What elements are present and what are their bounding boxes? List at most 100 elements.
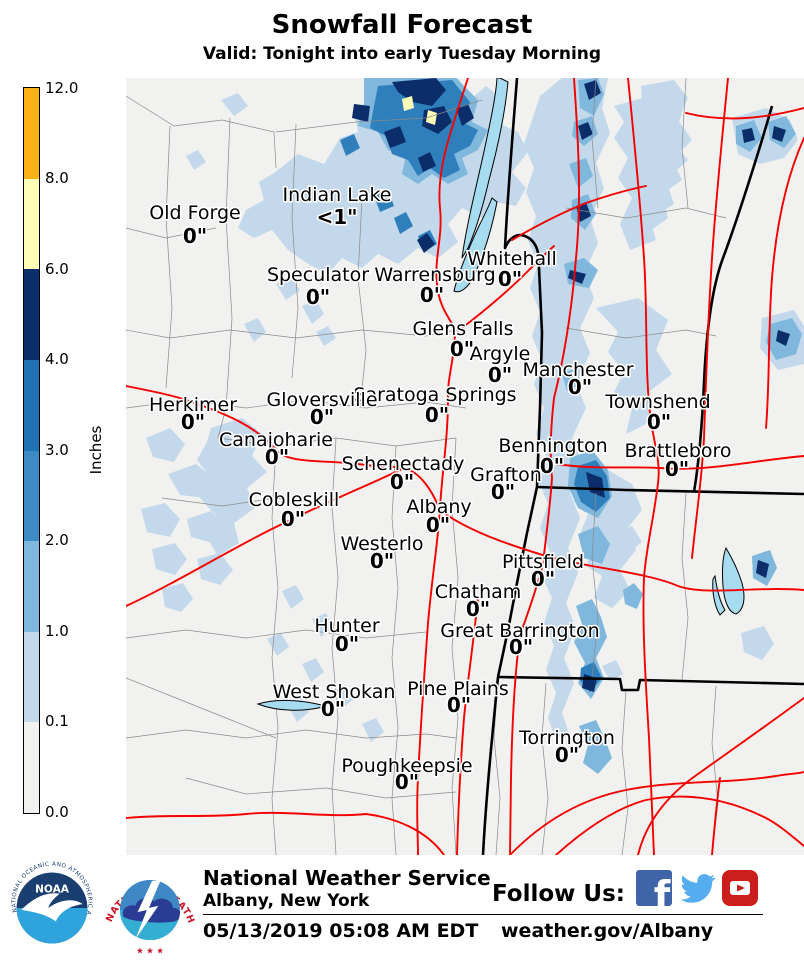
legend-tick: 2.0 — [45, 531, 69, 549]
city-value: 0" — [447, 693, 471, 717]
noaa-logo: NATIONAL OCEANIC AND ATMOSPHERIC ADMINIS… — [4, 860, 99, 955]
city-value: 0" — [395, 770, 419, 794]
nh-road-ns — [691, 78, 729, 559]
taconic-parkway — [456, 597, 479, 855]
route7-berkshires — [509, 78, 581, 855]
city-name: Torrington — [518, 727, 615, 749]
snow-medium2-shading — [340, 80, 610, 692]
city-name: Westerlo — [340, 533, 423, 555]
legend-segment — [24, 359, 39, 451]
nws-logo: NATIONAL WEATHER SERVICE ★ ★ ★ — [98, 858, 200, 960]
city-name: Brattleboro — [624, 440, 731, 462]
city-value: 0" — [491, 480, 515, 504]
city-value: 0" — [665, 457, 689, 481]
highways — [126, 78, 804, 855]
whitehall-road — [511, 185, 647, 241]
city-value: 0" — [420, 283, 444, 307]
reservoir-west — [712, 574, 726, 616]
city-value: 0" — [466, 597, 490, 621]
noaa-wordmark: NOAA — [35, 884, 70, 896]
city-name: Pine Plains — [407, 678, 509, 700]
footer-divider — [203, 914, 763, 915]
twitter-icon — [680, 874, 716, 903]
ct-road-3 — [555, 795, 804, 855]
city-name: Glens Falls — [413, 318, 514, 340]
nws-stars: ★ ★ ★ — [136, 946, 164, 956]
city-name: Grafton — [470, 464, 542, 486]
city-value: 0" — [488, 363, 512, 387]
city-name: Pittsfield — [502, 551, 584, 573]
city-name: Canajoharie — [219, 429, 333, 451]
city-value: 0" — [425, 403, 449, 427]
city-name: Albany — [406, 496, 471, 518]
snow-yellow-shading — [402, 96, 437, 125]
vt-road-top — [685, 107, 804, 120]
ny-ct-border — [481, 676, 500, 855]
legend-segment — [24, 88, 39, 179]
city-value: 0" — [568, 375, 592, 399]
city-name: West Shokan — [273, 681, 396, 703]
title-bar: Snowfall Forecast Valid: Tonight into ea… — [0, 0, 804, 64]
city-name: Indian Lake — [283, 184, 392, 206]
website-url: weather.gov/Albany — [501, 920, 714, 942]
city-value: 0" — [370, 549, 394, 573]
i88 — [126, 467, 405, 607]
ny-vt-border — [503, 78, 544, 488]
i84 — [126, 811, 445, 855]
legend-segment — [24, 722, 39, 813]
ct-road-4 — [711, 777, 721, 855]
legend-tick: 8.0 — [45, 169, 69, 187]
noaa-seagull-icon — [21, 893, 83, 922]
city-name: Hunter — [314, 615, 380, 637]
city-name: Saratoga Springs — [353, 384, 516, 406]
city-name: Bennington — [498, 435, 607, 457]
nws-org-name: National Weather Service — [203, 866, 491, 890]
city-value: 0" — [181, 410, 205, 434]
follow-us-label: Follow Us: — [492, 881, 625, 907]
ct-road-2 — [637, 697, 804, 855]
city-name: Old Forge — [149, 202, 240, 224]
city-value: 0" — [540, 454, 564, 478]
city-name: Cobleskill — [249, 489, 340, 511]
city-name: Speculator — [267, 264, 369, 286]
legend-axis-label: Inches — [87, 425, 105, 475]
lake-george — [461, 78, 509, 259]
quabbin-reservoir — [721, 546, 745, 615]
vt-ma-border — [536, 485, 804, 496]
legend-segment — [24, 450, 39, 542]
city-name: Argyle — [470, 343, 531, 365]
ct-road-1 — [509, 771, 804, 855]
i91 — [627, 78, 660, 855]
ma-ct-border — [497, 675, 804, 692]
vt-nh-border — [692, 105, 774, 493]
legend-tick: 6.0 — [45, 260, 69, 278]
svg-text:f: f — [654, 873, 671, 908]
city-name: Schenectady — [342, 453, 465, 475]
legend-tick: 0.0 — [45, 803, 69, 821]
nws-lightning-icon — [135, 880, 161, 940]
city-value: 0" — [390, 470, 414, 494]
city-value: 0" — [310, 405, 334, 429]
ny-ma-border — [496, 486, 539, 678]
legend-tick: 0.1 — [45, 712, 69, 730]
ashokan-reservoir — [256, 699, 328, 711]
city-name: Gloversville — [266, 389, 377, 411]
nws-office-name: Albany, New York — [203, 891, 370, 911]
city-name: Townshend — [604, 391, 710, 413]
city-value: 0" — [531, 567, 555, 591]
glensfalls-whitehall-road — [454, 245, 555, 334]
legend-segment — [24, 178, 39, 270]
legend-tick: 3.0 — [45, 441, 69, 459]
i90-mass-pike — [439, 509, 804, 592]
footer: NATIONAL OCEANIC AND ATMOSPHERIC ADMINIS… — [0, 855, 804, 980]
city-value: 0" — [306, 285, 330, 309]
legend-segment — [24, 631, 39, 723]
city-name: Warrensburg — [374, 264, 495, 286]
city-name: Whitehall — [467, 248, 557, 270]
youtube-icon — [722, 870, 758, 906]
city-value: 0" — [321, 697, 345, 721]
legend-tick: 4.0 — [45, 350, 69, 368]
city-value: 0" — [183, 224, 207, 248]
hudson-river-sliver — [453, 197, 498, 293]
city-value: 0" — [335, 632, 359, 656]
